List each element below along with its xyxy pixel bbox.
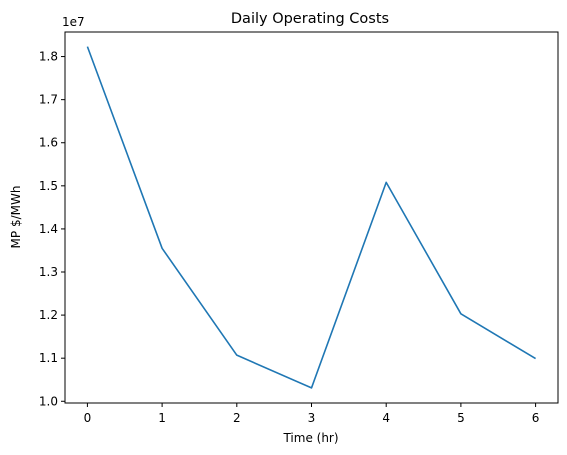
y-axis-label: MP $/MWh xyxy=(9,186,23,249)
x-tick-label: 6 xyxy=(532,411,540,425)
y-tick-label: 1.3 xyxy=(39,265,58,279)
y-tick-label: 1.2 xyxy=(39,308,58,322)
x-tick-label: 5 xyxy=(457,411,465,425)
y-axis: 1.0 1.1 1.2 1.3 1.4 1.5 1.6 1.7 1.8 xyxy=(39,50,65,408)
x-tick-label: 3 xyxy=(308,411,316,425)
x-axis-label: Time (hr) xyxy=(282,431,338,445)
series-layer xyxy=(86,46,537,389)
y-tick-label: 1.5 xyxy=(39,179,58,193)
y-tick-label: 1.6 xyxy=(39,136,58,150)
x-tick-label: 1 xyxy=(158,411,166,425)
x-tick-label: 4 xyxy=(382,411,390,425)
y-scale-label: 1e7 xyxy=(62,15,85,29)
series-line-0 xyxy=(86,46,537,389)
y-tick-label: 1.7 xyxy=(39,93,58,107)
y-tick-label: 1.0 xyxy=(39,394,58,408)
x-tick-label: 0 xyxy=(84,411,92,425)
y-tick-label: 1.1 xyxy=(39,351,58,365)
y-tick-label: 1.4 xyxy=(39,222,58,236)
y-tick-label: 1.8 xyxy=(39,50,58,64)
plot-frame xyxy=(64,31,559,404)
x-axis: 0 1 2 3 4 5 6 xyxy=(84,403,540,425)
plot-area: 0 1 2 3 4 5 6 1.0 1.1 1.2 1.3 1.4 1.5 1.6 1.7 1.8 xyxy=(39,31,559,425)
chart-title: Daily Operating Costs xyxy=(231,11,389,27)
x-tick-label: 2 xyxy=(233,411,241,425)
